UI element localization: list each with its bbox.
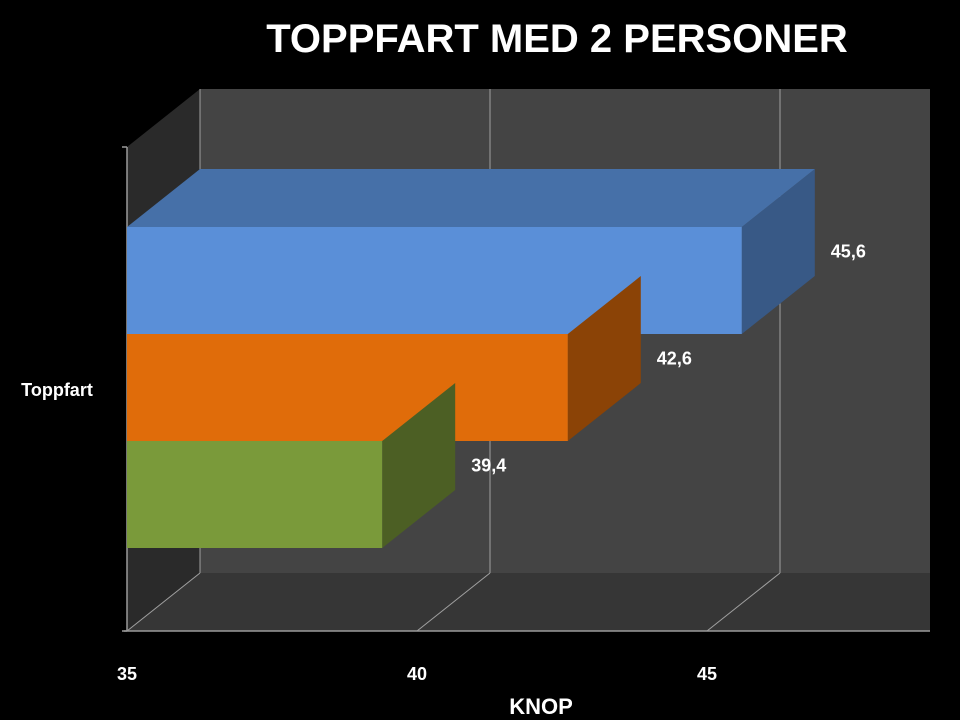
data-label-1: 42,6 bbox=[657, 349, 692, 369]
bar-2-front bbox=[127, 441, 383, 548]
bars bbox=[127, 169, 815, 548]
category-label: Toppfart bbox=[21, 380, 93, 400]
chart-title: TOPPFART MED 2 PERSONER bbox=[266, 17, 848, 61]
gridline-floor-2 bbox=[706, 572, 781, 632]
bar-2 bbox=[127, 383, 456, 548]
data-label-0: 45,6 bbox=[831, 242, 866, 262]
x-tick-labels: 35 40 45 bbox=[117, 664, 717, 684]
bar-0-side bbox=[741, 169, 815, 334]
floor bbox=[127, 573, 930, 631]
x-axis-title: KNOP bbox=[509, 694, 573, 719]
bar-1 bbox=[127, 276, 641, 441]
bar-1-side bbox=[567, 276, 641, 441]
bar-1-front bbox=[127, 334, 568, 441]
x-tick-label-1: 40 bbox=[407, 664, 427, 684]
x-tick-label-0: 35 bbox=[117, 664, 137, 684]
data-labels: 45,6 42,6 39,4 bbox=[471, 242, 866, 476]
bar-0-front bbox=[127, 227, 742, 334]
data-label-2: 39,4 bbox=[471, 456, 506, 476]
bar-2-side bbox=[382, 383, 456, 548]
gridline-floor-0 bbox=[126, 572, 201, 632]
bar-0-top bbox=[127, 169, 815, 227]
bar-0 bbox=[127, 169, 815, 334]
x-tick-label-2: 45 bbox=[697, 664, 717, 684]
gridline-floor-1 bbox=[416, 572, 491, 632]
